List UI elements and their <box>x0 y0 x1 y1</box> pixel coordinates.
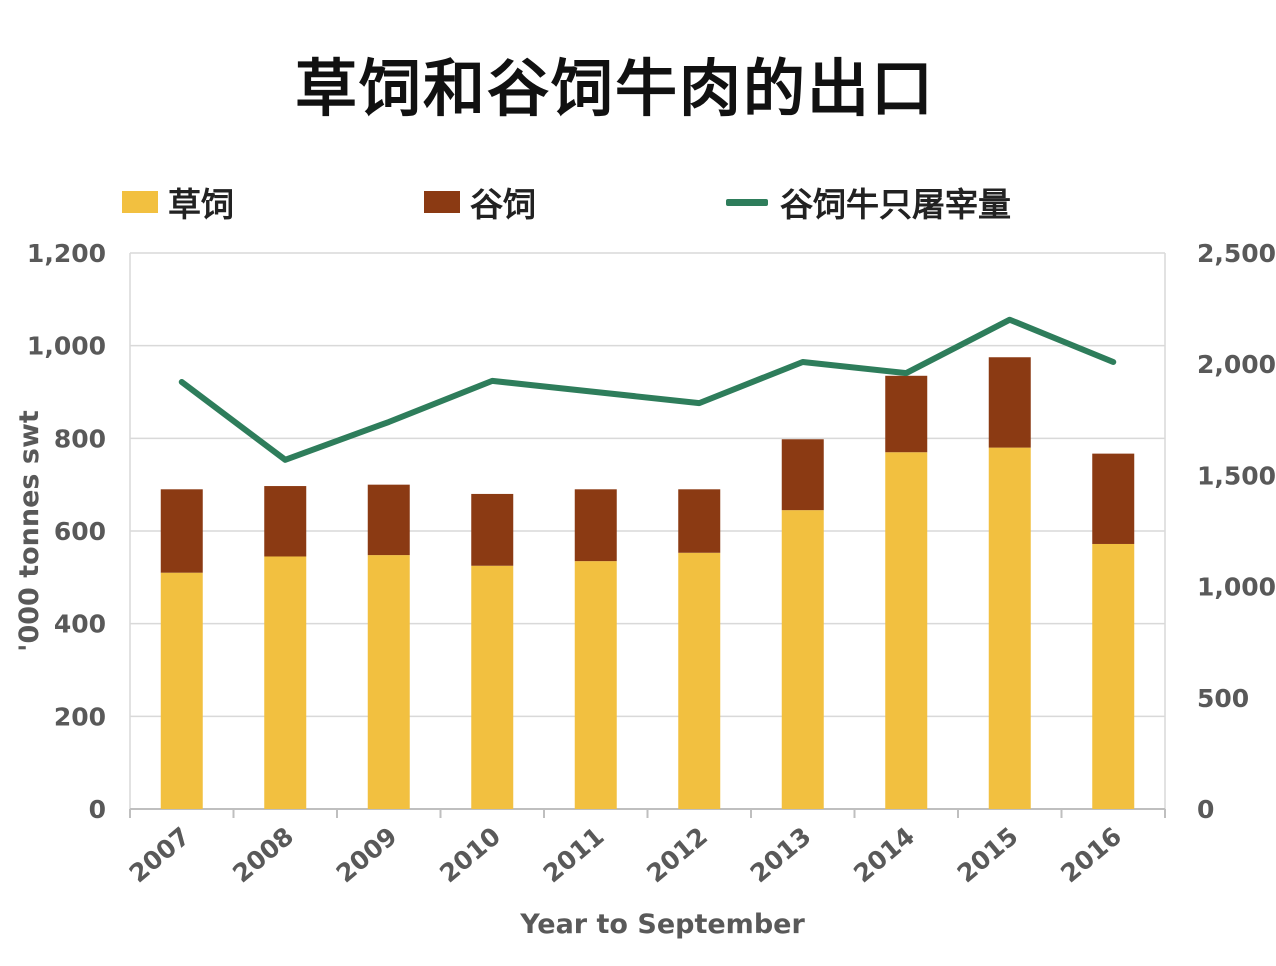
y-tick-label-left: 400 <box>54 610 106 639</box>
legend-line-slaughter <box>726 198 768 206</box>
line-slaughter-volume <box>178 316 1117 463</box>
legend-label-grass-fed: 草饲 <box>168 185 234 224</box>
bar-grass-fed <box>885 452 928 809</box>
x-tick-label: 2011 <box>538 821 610 888</box>
bar-grass-fed <box>781 510 824 809</box>
y-tick-label-right: 2,500 <box>1197 239 1276 268</box>
y-tick-label-left: 800 <box>54 424 106 453</box>
bar-grass-fed <box>988 447 1031 809</box>
y-tick-label-left: 200 <box>54 702 106 731</box>
bar-grain-fed <box>781 439 824 511</box>
legend-item-grass-fed: 草饲 <box>122 180 234 224</box>
bar-grass-fed <box>471 565 514 809</box>
y-tick-label-right: 2,000 <box>1197 350 1276 379</box>
bar-grain-fed <box>1092 453 1135 544</box>
x-tick-label: 2008 <box>227 821 299 888</box>
y-tick-label-right: 1,000 <box>1197 573 1276 602</box>
x-tick-label: 2015 <box>952 821 1024 888</box>
y-tick-label-right: 0 <box>1197 795 1214 824</box>
x-tick-label: 2016 <box>1055 821 1127 888</box>
x-axis-title: Year to September <box>519 909 805 940</box>
bar-grain-fed <box>471 493 514 566</box>
bar-grass-fed <box>678 552 721 809</box>
legend-label-grain-fed: 谷饲 <box>470 185 536 224</box>
y-tick-label-left: 1,200 <box>27 239 106 268</box>
bar-grain-fed <box>160 489 203 573</box>
bar-grain-fed <box>988 357 1031 448</box>
bar-grass-fed <box>160 572 203 809</box>
legend-swatch-grain-fed <box>424 191 460 213</box>
bar-grass-fed <box>367 555 410 809</box>
bar-grain-fed <box>264 486 307 557</box>
legend-swatch-grass-fed <box>122 191 158 213</box>
x-tick-label: 2013 <box>745 821 817 888</box>
legend-label-slaughter: 谷饲牛只屠宰量 <box>780 185 1011 224</box>
bar-grain-fed <box>678 489 721 553</box>
legend-item-slaughter: 谷饲牛只屠宰量 <box>726 180 1011 224</box>
y-tick-label-left: 600 <box>54 517 106 546</box>
bar-grass-fed <box>574 561 617 809</box>
y-axis-title: '000 tonnes swt <box>14 410 45 652</box>
x-tick-label: 2009 <box>331 821 403 888</box>
x-tick-label: 2007 <box>124 821 196 888</box>
bar-grass-fed <box>264 556 307 809</box>
y-tick-label-right: 1,500 <box>1197 461 1276 490</box>
bar-grass-fed <box>1092 543 1135 809</box>
bar-grain-fed <box>885 375 928 453</box>
x-tick-label: 2014 <box>848 821 920 888</box>
y-tick-label-right: 500 <box>1197 684 1249 713</box>
x-tick-label: 2010 <box>434 821 506 888</box>
bar-grain-fed <box>367 484 410 556</box>
x-tick-label: 2012 <box>641 821 713 888</box>
bar-grain-fed <box>574 489 617 562</box>
chart-title: 草饲和谷饲牛肉的出口 <box>294 52 935 125</box>
y-tick-label-left: 0 <box>89 795 106 824</box>
y-tick-label-left: 1,000 <box>27 332 106 361</box>
legend-item-grain-fed: 谷饲 <box>424 180 536 224</box>
